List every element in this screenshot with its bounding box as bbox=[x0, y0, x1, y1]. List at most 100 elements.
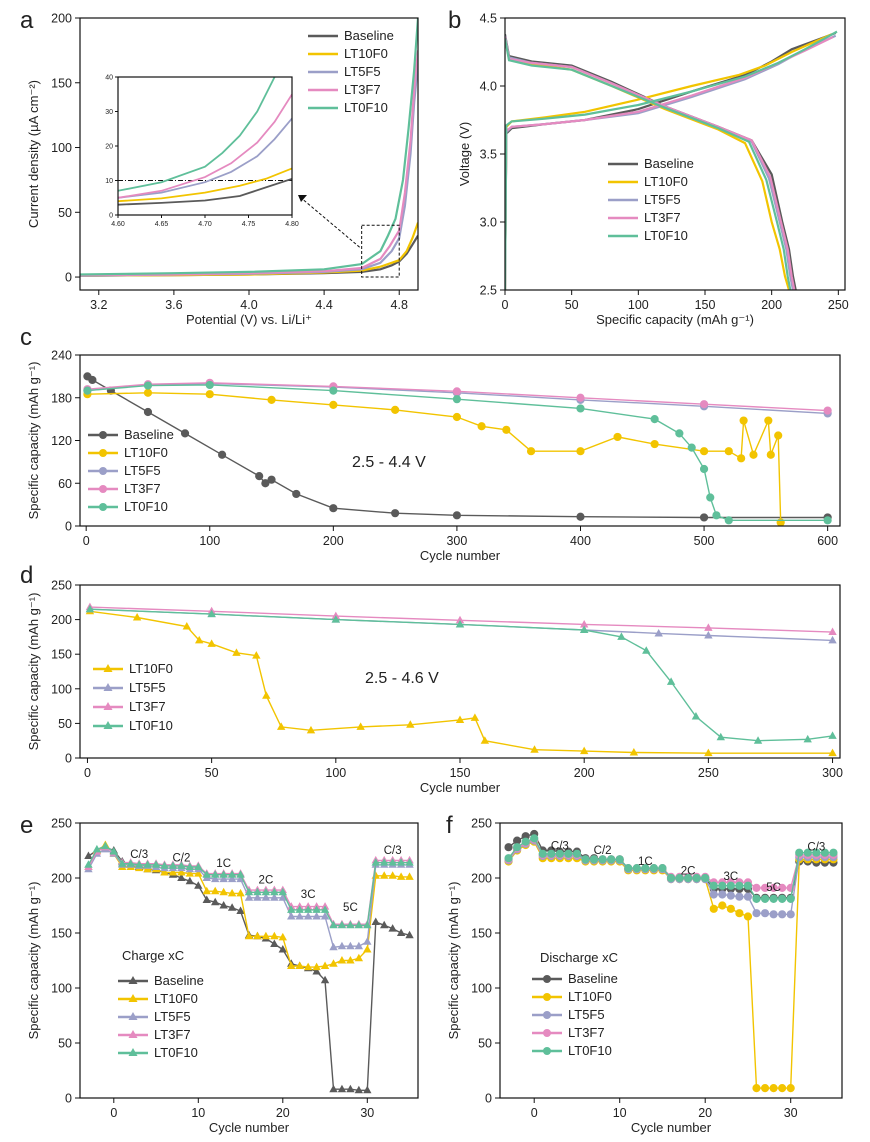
data-point bbox=[828, 748, 837, 757]
series-line-LT3F7 bbox=[87, 382, 828, 412]
x-tick-label: 0 bbox=[531, 1106, 538, 1120]
legend-item: LT0F10 bbox=[118, 1045, 198, 1060]
data-point bbox=[267, 475, 276, 484]
data-point bbox=[126, 859, 135, 867]
legend-item: LT10F0 bbox=[118, 991, 198, 1006]
panel-label-f: f bbox=[446, 812, 453, 839]
legend-marker bbox=[543, 1047, 551, 1055]
legend-label: Baseline bbox=[124, 427, 174, 442]
x-tick-label: 0 bbox=[110, 1106, 117, 1120]
y-tick-label: 0 bbox=[65, 520, 72, 534]
legend-marker bbox=[99, 467, 107, 475]
data-point bbox=[547, 849, 556, 858]
data-point bbox=[218, 450, 227, 459]
data-point bbox=[388, 858, 397, 866]
inset-y-tick-label: 40 bbox=[105, 75, 113, 82]
rate-label: C/3 bbox=[130, 849, 148, 861]
y-tick-label: 50 bbox=[58, 717, 72, 731]
rate-label: 3C bbox=[723, 871, 738, 883]
data-point bbox=[828, 635, 837, 644]
y-tick-label: 60 bbox=[58, 477, 72, 491]
legend-item: LT10F0 bbox=[88, 445, 168, 460]
x-tick-label: 600 bbox=[817, 534, 838, 548]
data-point bbox=[363, 920, 372, 929]
y-tick-label: 4.5 bbox=[480, 12, 497, 26]
data-point bbox=[391, 509, 400, 518]
inset-x-tick-label: 4.75 bbox=[242, 221, 256, 228]
data-point bbox=[513, 843, 522, 852]
data-point bbox=[151, 860, 161, 868]
data-point bbox=[649, 864, 659, 873]
data-point bbox=[346, 920, 355, 929]
y-tick-label: 150 bbox=[51, 648, 72, 662]
legend-label: LT10F0 bbox=[344, 46, 388, 61]
data-point bbox=[607, 855, 616, 864]
data-point bbox=[337, 956, 347, 964]
data-point bbox=[769, 1084, 778, 1093]
inset-plot: 4.60 4.65 4.70 4.75 4.80 0 10 20 30 40 bbox=[105, 75, 299, 229]
panel-label-c: c bbox=[20, 324, 32, 351]
data-point bbox=[701, 873, 710, 883]
data-point bbox=[452, 395, 462, 404]
data-point bbox=[391, 405, 400, 414]
data-point bbox=[194, 869, 203, 877]
data-point bbox=[253, 893, 262, 901]
legend-marker bbox=[103, 702, 113, 710]
inset-y-tick-label: 10 bbox=[105, 178, 113, 185]
panel-c: c 0 100 200 300 400 500 600 0 60 120 180 240 Cycle nu… bbox=[20, 324, 841, 563]
inset-series-LT3F7 bbox=[118, 93, 292, 199]
data-point bbox=[712, 511, 721, 520]
data-point bbox=[778, 1084, 787, 1093]
data-point bbox=[760, 894, 770, 904]
data-point bbox=[329, 386, 338, 395]
data-point bbox=[654, 628, 663, 637]
y-tick-label: 200 bbox=[51, 872, 72, 886]
x-tick-label: 20 bbox=[276, 1106, 290, 1120]
rate-label: 2C bbox=[259, 875, 274, 887]
data-point bbox=[704, 623, 713, 631]
data-point bbox=[211, 870, 220, 878]
legend-item: Baseline bbox=[308, 28, 394, 43]
legend-label: LT10F0 bbox=[154, 991, 198, 1006]
data-point bbox=[329, 942, 338, 951]
data-point bbox=[84, 851, 93, 859]
legend-marker bbox=[543, 975, 551, 983]
data-point bbox=[699, 513, 709, 522]
data-point bbox=[564, 849, 573, 858]
data-point bbox=[101, 841, 110, 850]
data-point bbox=[371, 858, 380, 866]
y-tick-label: 3.0 bbox=[480, 216, 497, 230]
plot-frame bbox=[79, 584, 841, 759]
data-point bbox=[363, 945, 372, 953]
data-point bbox=[766, 450, 775, 459]
data-point bbox=[735, 892, 744, 901]
inset-x-tick-label: 4.80 bbox=[285, 221, 299, 228]
y-axis-label: Current density (µA cm⁻²) bbox=[26, 80, 41, 228]
x-tick-label: 100 bbox=[199, 534, 220, 548]
x-tick-label: 200 bbox=[574, 766, 595, 780]
data-point bbox=[320, 912, 330, 920]
data-point bbox=[312, 962, 321, 971]
data-point bbox=[244, 931, 254, 940]
data-point bbox=[219, 870, 228, 878]
y-tick-label: 0 bbox=[485, 1092, 492, 1106]
inset-series-LT10F0 bbox=[118, 167, 292, 203]
data-point bbox=[615, 855, 624, 864]
data-point bbox=[452, 511, 462, 520]
series-line-LT0F10 bbox=[505, 30, 838, 290]
legend-label: LT3F7 bbox=[124, 481, 161, 496]
data-point bbox=[346, 941, 355, 950]
data-point bbox=[84, 860, 93, 868]
data-point bbox=[555, 849, 564, 858]
data-point bbox=[331, 615, 341, 623]
legend-label: LT5F5 bbox=[154, 1009, 191, 1024]
zoom-arrow-head bbox=[298, 195, 307, 202]
panel-label-a: a bbox=[20, 7, 34, 34]
data-point bbox=[504, 854, 513, 863]
x-axis-label: Potential (V) vs. Li/Li⁺ bbox=[186, 312, 312, 327]
data-point bbox=[177, 873, 186, 881]
legend-item: LT3F7 bbox=[93, 699, 166, 714]
data-point bbox=[687, 443, 696, 452]
data-point bbox=[749, 450, 758, 459]
data-point bbox=[823, 406, 832, 415]
